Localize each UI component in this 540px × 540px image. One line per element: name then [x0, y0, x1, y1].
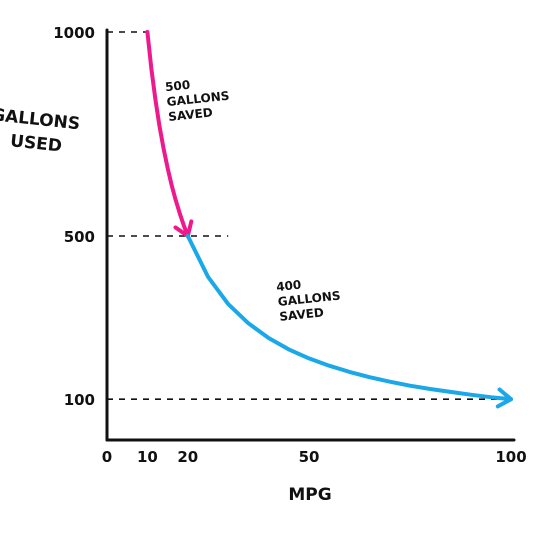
annotation-line: SAVED — [279, 305, 325, 324]
annotation-line: 500 — [164, 78, 190, 95]
series-arrowhead-1 — [495, 387, 513, 409]
x-tick-label: 100 — [495, 448, 526, 466]
annotation-line: GALLONS — [166, 89, 230, 109]
guide-lines — [107, 31, 511, 401]
y-axis-label-line: USED — [9, 131, 63, 156]
x-tick-label: 20 — [177, 448, 198, 466]
tick-labels: 100 500 1000 0 10 20 50 100 — [53, 24, 526, 466]
x-tick-label: 50 — [299, 448, 320, 466]
y-axis-label-line: GALLONS — [0, 105, 81, 134]
annotation-0: 500GALLONSSAVED — [164, 74, 231, 124]
annotation-line: SAVED — [168, 105, 214, 124]
y-tick-label: 500 — [64, 228, 95, 246]
series-line-1 — [185, 234, 513, 402]
x-tick-label: 10 — [137, 448, 158, 466]
x-axis-label: MPG — [288, 485, 331, 505]
x-tick-label: 0 — [102, 448, 112, 466]
series-group — [145, 30, 513, 409]
y-axis-label: GALLONS USED — [0, 105, 87, 159]
y-tick-label: 100 — [64, 391, 95, 409]
annotation-line: GALLONS — [277, 289, 341, 309]
series-line-0 — [145, 30, 190, 238]
annotation-line: 400 — [276, 278, 302, 295]
annotation-1: 400GALLONSSAVED — [276, 274, 343, 324]
y-tick-label: 1000 — [53, 24, 95, 42]
